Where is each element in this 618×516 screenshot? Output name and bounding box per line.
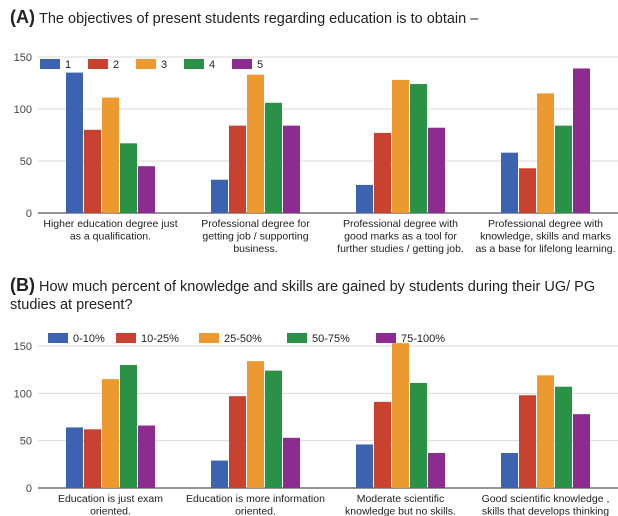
chart-a-legend-label: 2 — [113, 59, 119, 71]
chart-b-bar — [229, 396, 246, 488]
chart-b-bar — [138, 425, 155, 488]
chart-a-bar — [501, 152, 518, 213]
chart-a-bar — [537, 93, 554, 213]
chart-a-legend-swatch — [184, 59, 204, 69]
chart-b-bar — [573, 414, 590, 488]
chart-a-category-label: Professional degree with good marks as a … — [337, 218, 464, 255]
chart-b-category-label: Good scientific knowledge , skills that d… — [482, 493, 610, 516]
chart-b-bar — [519, 395, 536, 488]
chart-b-legend-label: 0-10% — [73, 333, 105, 345]
chart-a-bar — [356, 184, 373, 213]
chart-a-bar — [84, 129, 101, 213]
chart-a-bar — [265, 102, 282, 213]
chart-b-bar — [247, 361, 264, 488]
chart-a-bar — [555, 125, 572, 213]
chart-b-bar — [428, 452, 445, 488]
chart-a-ytick-label: 50 — [20, 156, 32, 168]
chart-a-legend-swatch — [40, 59, 60, 69]
chart-a-bar — [102, 97, 119, 213]
chart-b-bar — [501, 452, 518, 488]
chart-a-legend-swatch — [88, 59, 108, 69]
chart-b-legend-swatch — [287, 333, 307, 343]
chart-a-bar — [374, 132, 391, 213]
chart-b-ytick-label: 100 — [14, 388, 32, 400]
chart-b-bar — [84, 429, 101, 488]
chart-a-category-label: Higher education degree just as a qualifi… — [43, 218, 177, 243]
chart-a-bar — [283, 125, 300, 213]
chart-b-legend-label: 10-25% — [141, 333, 179, 345]
chart-b-bar — [211, 460, 228, 488]
chart-a-bar — [120, 143, 137, 213]
chart-b-bar — [265, 370, 282, 488]
chart-a-bar — [247, 74, 264, 214]
chart-a-bar — [573, 68, 590, 213]
chart-b-legend-swatch — [116, 333, 136, 343]
chart-b-title: How much percent of knowledge and skills… — [10, 279, 596, 313]
chart-b-bar — [374, 401, 391, 488]
chart-b-category-label: Education is just exam oriented. — [58, 493, 163, 516]
chart-b-legend-swatch — [48, 333, 68, 343]
chart-a-bar — [392, 79, 409, 213]
chart-b-legend-label: 50-75% — [312, 333, 350, 345]
chart-b-bar — [120, 364, 137, 488]
chart-a-bar — [211, 179, 228, 213]
chart-a-legend-swatch — [136, 59, 156, 69]
chart-a-bar — [229, 125, 246, 213]
chart-a-legend-swatch — [232, 59, 252, 69]
chart-b-ytick-label: 150 — [14, 341, 32, 353]
chart-b-panel-label: (B) — [10, 275, 35, 295]
chart-b-bar — [66, 427, 83, 488]
chart-a-legend-label: 3 — [161, 59, 167, 71]
chart-a-category-label: Professional degree for getting job / sup… — [201, 218, 310, 255]
chart-a-title: The objectives of present students regar… — [39, 11, 479, 27]
chart-a-panel-label: (A) — [10, 7, 35, 27]
chart-a-ytick-label: 100 — [14, 104, 32, 116]
chart-a-legend-label: 1 — [65, 59, 71, 71]
chart-b-ytick-label: 50 — [20, 436, 32, 448]
chart-b-category-label: Moderate scientific knowledge but no skil… — [345, 493, 456, 516]
chart-a-bar — [66, 72, 83, 213]
chart-a-title-block: (A) The objectives of present students re… — [10, 8, 478, 28]
chart-b-title-block: (B) How much percent of knowledge and ski… — [10, 276, 610, 314]
chart-a-ytick-label: 0 — [26, 208, 32, 220]
chart-a-category-label: Professional degree with knowledge, skill… — [475, 218, 615, 255]
chart-b-bar — [410, 382, 427, 488]
chart-a-bar — [428, 127, 445, 213]
chart-a-legend-label: 5 — [257, 59, 263, 71]
chart-a-ytick-label: 150 — [14, 52, 32, 64]
chart-a-legend-label: 4 — [209, 59, 215, 71]
chart-b-legend-swatch — [199, 333, 219, 343]
chart-b-legend-label: 25-50% — [224, 333, 262, 345]
chart-b-bar — [102, 379, 119, 488]
chart-b-bar — [537, 375, 554, 488]
chart-b-bar — [283, 437, 300, 488]
chart-a-bar — [138, 166, 155, 213]
chart-b-category-label: Education is more information oriented. — [186, 493, 325, 516]
chart-b-ytick-label: 0 — [26, 483, 32, 495]
chart-a-bar — [519, 168, 536, 213]
chart-b-legend-swatch — [376, 333, 396, 343]
chart-b-bar — [555, 386, 572, 488]
chart-b-bar — [392, 343, 409, 488]
chart-a-bar — [410, 84, 427, 213]
chart-a: 0 50 100 150 1 2 3 4 5 Higher education degree ju… — [14, 52, 618, 255]
chart-b-legend-label: 75-100% — [401, 333, 445, 345]
chart-b-bar — [356, 444, 373, 488]
